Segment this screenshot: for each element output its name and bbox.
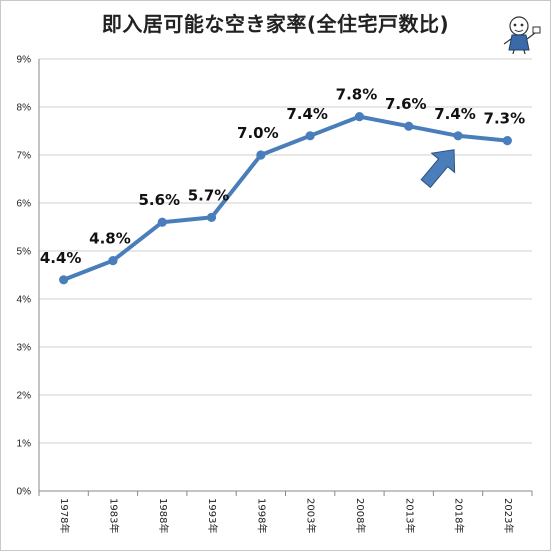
- mascot-leg: [523, 49, 526, 55]
- data-label: 4.8%: [89, 230, 131, 248]
- mascot-body: [508, 34, 530, 51]
- data-point: [206, 212, 217, 222]
- data-point: [502, 136, 512, 146]
- y-tick-label: 5%: [17, 247, 32, 258]
- data-point: [157, 217, 167, 227]
- y-tick-label: 4%: [17, 295, 32, 306]
- data-label: 7.3%: [484, 110, 526, 128]
- gridlines: [39, 58, 532, 444]
- y-tick-label: 7%: [17, 151, 32, 162]
- x-tick-label: 1983年: [107, 498, 120, 533]
- data-point: [305, 131, 315, 141]
- x-tick-label: 1988年: [157, 498, 170, 533]
- data-point: [59, 275, 69, 285]
- axes: [38, 59, 533, 496]
- x-tick-label: 2008年: [354, 498, 367, 533]
- data-label: 7.4%: [434, 105, 476, 123]
- y-tick-label: 0%: [17, 487, 32, 498]
- data-label: 4.4%: [40, 249, 82, 267]
- data-point: [453, 131, 463, 141]
- data-point: [404, 121, 414, 131]
- y-tick-label: 1%: [17, 439, 32, 450]
- y-tick-labels: 0% 1% 2% 3% 4% 5% 6% 7% 8% 9%: [17, 55, 32, 498]
- series-line: [61, 114, 510, 282]
- mascot-mouth: [514, 29, 524, 32]
- data-label: 5.6%: [138, 191, 180, 209]
- y-tick-label: 2%: [17, 391, 32, 402]
- y-tick-label: 9%: [17, 55, 32, 66]
- series-line-group: [59, 112, 512, 285]
- data-point: [108, 256, 118, 266]
- x-tick-labels: 1978年 1983年 1988年 1993年 1998年 2003年 2008年 2013年…: [58, 498, 515, 533]
- y-tick-label: 6%: [17, 199, 32, 210]
- mascot-illustration: [503, 16, 541, 55]
- mascot-arm: [503, 38, 512, 45]
- x-tick-label: 1978年: [58, 498, 71, 533]
- data-labels: 4.4% 4.8% 5.6% 5.7% 7.0% 7.4% 7.8% 7.6% 7.4% 7.3%: [40, 86, 525, 267]
- chart-title: 即入居可能な空き家率(全住宅戸数比): [101, 12, 450, 36]
- x-tick-label: 2023年: [502, 498, 515, 533]
- mascot-leg: [512, 49, 515, 55]
- data-point: [256, 150, 266, 160]
- data-label: 5.7%: [188, 186, 230, 204]
- mascot-head: [509, 16, 529, 36]
- mascot-paper: [532, 26, 541, 34]
- x-tick-label: 1993年: [206, 498, 219, 533]
- mascot-arm: [526, 32, 536, 40]
- x-tick-label: 2018年: [453, 498, 466, 533]
- y-tick-label: 3%: [17, 343, 32, 354]
- y-tick-label: 8%: [17, 103, 32, 114]
- data-point: [354, 112, 365, 122]
- mascot-eye: [513, 23, 517, 27]
- data-label: 7.8%: [336, 86, 378, 104]
- annotation-arrow: [420, 149, 456, 189]
- data-label: 7.6%: [385, 95, 427, 113]
- x-tick-label: 2013年: [403, 498, 416, 533]
- data-label: 7.4%: [286, 105, 328, 123]
- x-tick-label: 2003年: [305, 498, 318, 533]
- x-tick-label: 1998年: [255, 498, 268, 533]
- mascot-eye: [520, 23, 524, 27]
- data-label: 7.0%: [237, 124, 279, 142]
- arrow-shape: [420, 149, 456, 189]
- annotations: [420, 16, 541, 189]
